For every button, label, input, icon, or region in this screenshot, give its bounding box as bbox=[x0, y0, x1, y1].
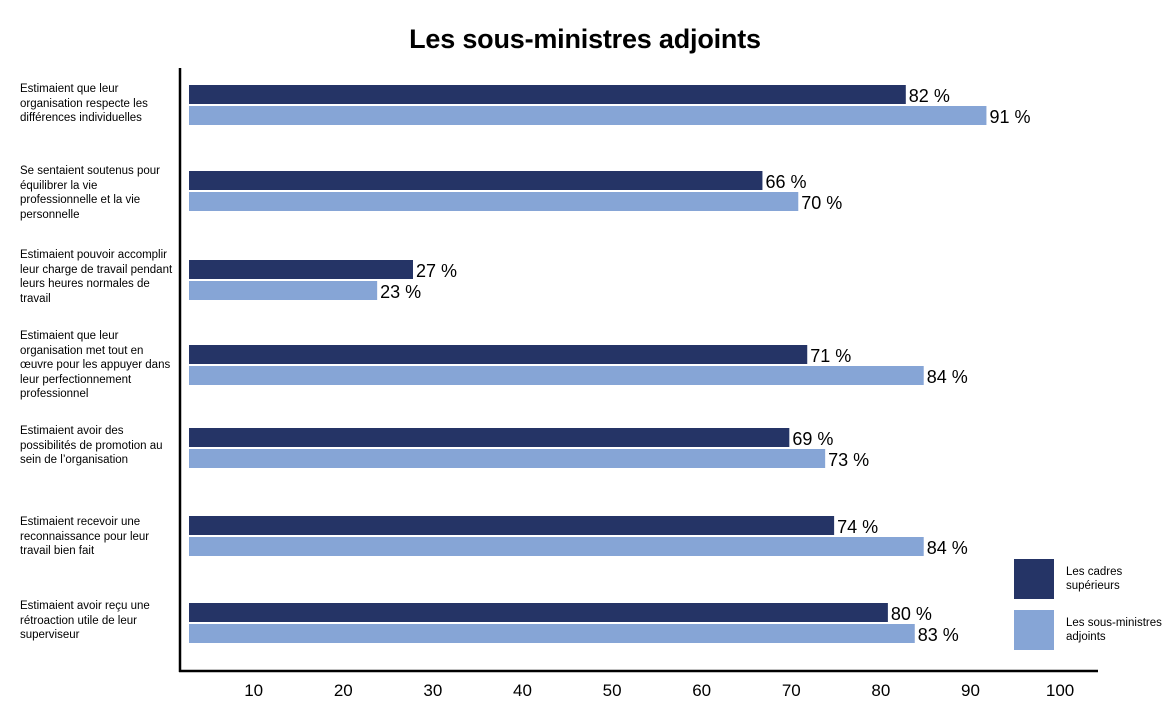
category-label: Estimaient avoir des possibilités de pro… bbox=[20, 425, 163, 466]
legend-swatch-cadres bbox=[1014, 559, 1054, 599]
bar-sma bbox=[189, 366, 924, 385]
data-label: 69 % bbox=[792, 429, 833, 449]
category-label: Estimaient recevoir une reconnaissance p… bbox=[20, 516, 150, 557]
bar-cadres bbox=[189, 171, 763, 190]
x-tick-label: 40 bbox=[513, 681, 532, 700]
category-label: Estimaient avoir reçu une rétroaction ut… bbox=[20, 600, 150, 641]
x-tick-label: 70 bbox=[782, 681, 801, 700]
category-label: Estimaient que leur organisation met tou… bbox=[20, 330, 171, 400]
legend-swatch-sma bbox=[1014, 610, 1054, 650]
legend-item-cadres: Les cadres supérieurs bbox=[1014, 559, 1166, 599]
category-label: Se sentaient soutenus pour équilibrer la… bbox=[20, 165, 161, 221]
x-tick-label: 100 bbox=[1046, 681, 1074, 700]
data-label: 70 % bbox=[801, 193, 842, 213]
x-tick-label: 20 bbox=[334, 681, 353, 700]
bar-sma bbox=[189, 192, 799, 211]
bar-cadres bbox=[189, 85, 906, 104]
bar-sma bbox=[189, 537, 924, 556]
x-tick-label: 30 bbox=[423, 681, 442, 700]
x-tick-label: 90 bbox=[961, 681, 980, 700]
data-label: 71 % bbox=[810, 346, 851, 366]
data-label: 82 % bbox=[909, 86, 950, 106]
data-label: 84 % bbox=[927, 538, 968, 558]
data-label: 27 % bbox=[416, 261, 457, 281]
data-label: 80 % bbox=[891, 604, 932, 624]
data-label: 83 % bbox=[918, 625, 959, 645]
data-label: 91 % bbox=[989, 107, 1030, 127]
bar-cadres bbox=[189, 428, 790, 447]
bar-sma bbox=[189, 106, 987, 125]
category-label: Estimaient que leur organisation respect… bbox=[20, 83, 148, 124]
data-label: 84 % bbox=[927, 367, 968, 387]
x-tick-label: 60 bbox=[692, 681, 711, 700]
bar-cadres bbox=[189, 516, 835, 535]
legend-label-sma: Les sous-ministres adjoints bbox=[1066, 616, 1162, 644]
x-tick-label: 80 bbox=[871, 681, 890, 700]
legend-label-cadres: Les cadres supérieurs bbox=[1066, 565, 1123, 593]
data-label: 66 % bbox=[765, 172, 806, 192]
bar-sma bbox=[189, 449, 826, 468]
bar-sma bbox=[189, 281, 378, 300]
data-label: 73 % bbox=[828, 450, 869, 470]
x-tick-label: 10 bbox=[244, 681, 263, 700]
x-tick-label: 50 bbox=[603, 681, 622, 700]
data-label: 74 % bbox=[837, 517, 878, 537]
bar-cadres bbox=[189, 260, 413, 279]
bar-cadres bbox=[189, 345, 808, 364]
bar-cadres bbox=[189, 603, 888, 622]
legend-item-sma: Les sous-ministres adjoints bbox=[1014, 610, 1166, 650]
data-label: 23 % bbox=[380, 282, 421, 302]
bar-sma bbox=[189, 624, 915, 643]
chart-title: Les sous-ministres adjoints bbox=[409, 24, 761, 54]
category-label: Estimaient pouvoir accomplir leur charge… bbox=[20, 249, 173, 305]
